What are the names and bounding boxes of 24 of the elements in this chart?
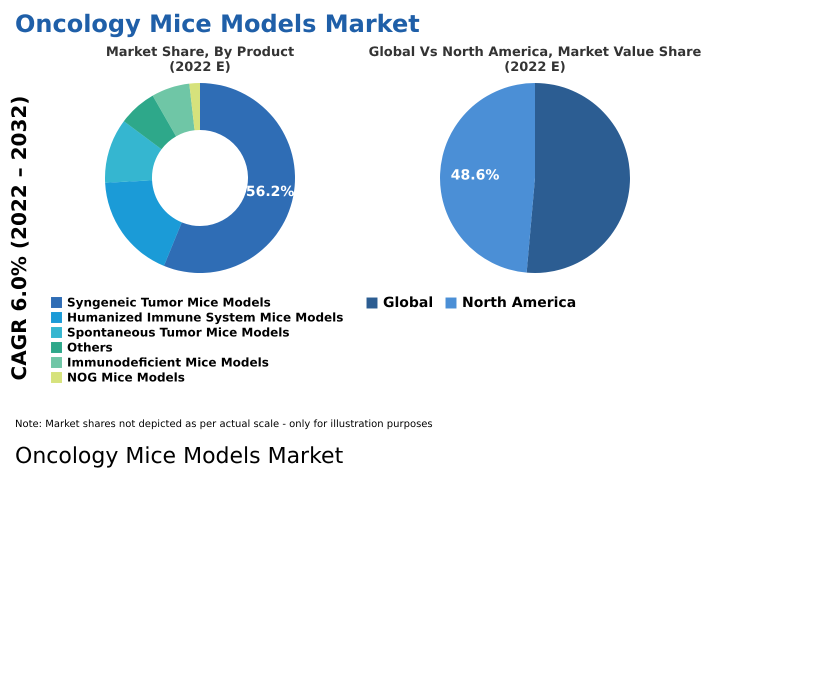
- legend-label: Immunodeficient Mice Models: [67, 356, 269, 370]
- legend-label: Syngeneic Tumor Mice Models: [67, 296, 271, 310]
- donut-slice: [124, 96, 176, 150]
- legend-label: NOG Mice Models: [67, 370, 185, 384]
- donut-slice: [152, 84, 195, 136]
- pie-slice: [440, 83, 535, 273]
- legend-label: North America: [462, 295, 576, 311]
- legend-label: Spontaneous Tumor Mice Models: [67, 326, 290, 340]
- legend-label: Humanized Immune System Mice Models: [67, 310, 344, 324]
- text: CAGR 6.0% (2022 – 2032): [7, 96, 31, 380]
- data-label: 48.6%: [450, 167, 500, 184]
- text: Oncology Mice Models Market: [15, 444, 344, 469]
- legend-label: Global: [383, 295, 434, 311]
- donut-slice: [189, 83, 200, 130]
- chart-title: Market Share, By Product (2022 E): [106, 45, 294, 75]
- donut-slice: [105, 180, 182, 266]
- data-label: 56.2%: [246, 184, 294, 200]
- pie-slice: [526, 83, 630, 273]
- text: Note: Market shares not depicted as per actual scale - only for illustration purposes: [15, 419, 433, 430]
- legend-label: Others: [67, 340, 113, 354]
- donut-slice: [105, 121, 162, 183]
- donut-slice: [164, 83, 295, 273]
- chart-title: Global Vs North America, Market Value Share (2022 E): [368, 45, 702, 75]
- text: Oncology Mice Models Market: [15, 10, 420, 38]
